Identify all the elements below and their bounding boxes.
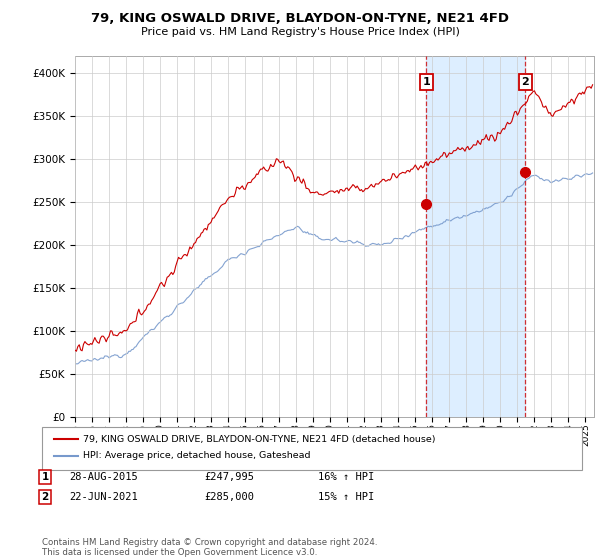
Text: 15% ↑ HPI: 15% ↑ HPI — [318, 492, 374, 502]
Text: 2: 2 — [521, 77, 529, 87]
Text: 22-JUN-2021: 22-JUN-2021 — [69, 492, 138, 502]
Text: £285,000: £285,000 — [204, 492, 254, 502]
Text: 16% ↑ HPI: 16% ↑ HPI — [318, 472, 374, 482]
Text: 79, KING OSWALD DRIVE, BLAYDON-ON-TYNE, NE21 4FD (detached house): 79, KING OSWALD DRIVE, BLAYDON-ON-TYNE, … — [83, 435, 436, 444]
Text: 2: 2 — [41, 492, 49, 502]
Text: 1: 1 — [422, 77, 430, 87]
Text: 79, KING OSWALD DRIVE, BLAYDON-ON-TYNE, NE21 4FD: 79, KING OSWALD DRIVE, BLAYDON-ON-TYNE, … — [91, 12, 509, 25]
Text: £247,995: £247,995 — [204, 472, 254, 482]
Text: Contains HM Land Registry data © Crown copyright and database right 2024.
This d: Contains HM Land Registry data © Crown c… — [42, 538, 377, 557]
Text: Price paid vs. HM Land Registry's House Price Index (HPI): Price paid vs. HM Land Registry's House … — [140, 27, 460, 37]
Text: 1: 1 — [41, 472, 49, 482]
Text: 28-AUG-2015: 28-AUG-2015 — [69, 472, 138, 482]
Text: HPI: Average price, detached house, Gateshead: HPI: Average price, detached house, Gate… — [83, 451, 310, 460]
Bar — [426, 56, 525, 417]
